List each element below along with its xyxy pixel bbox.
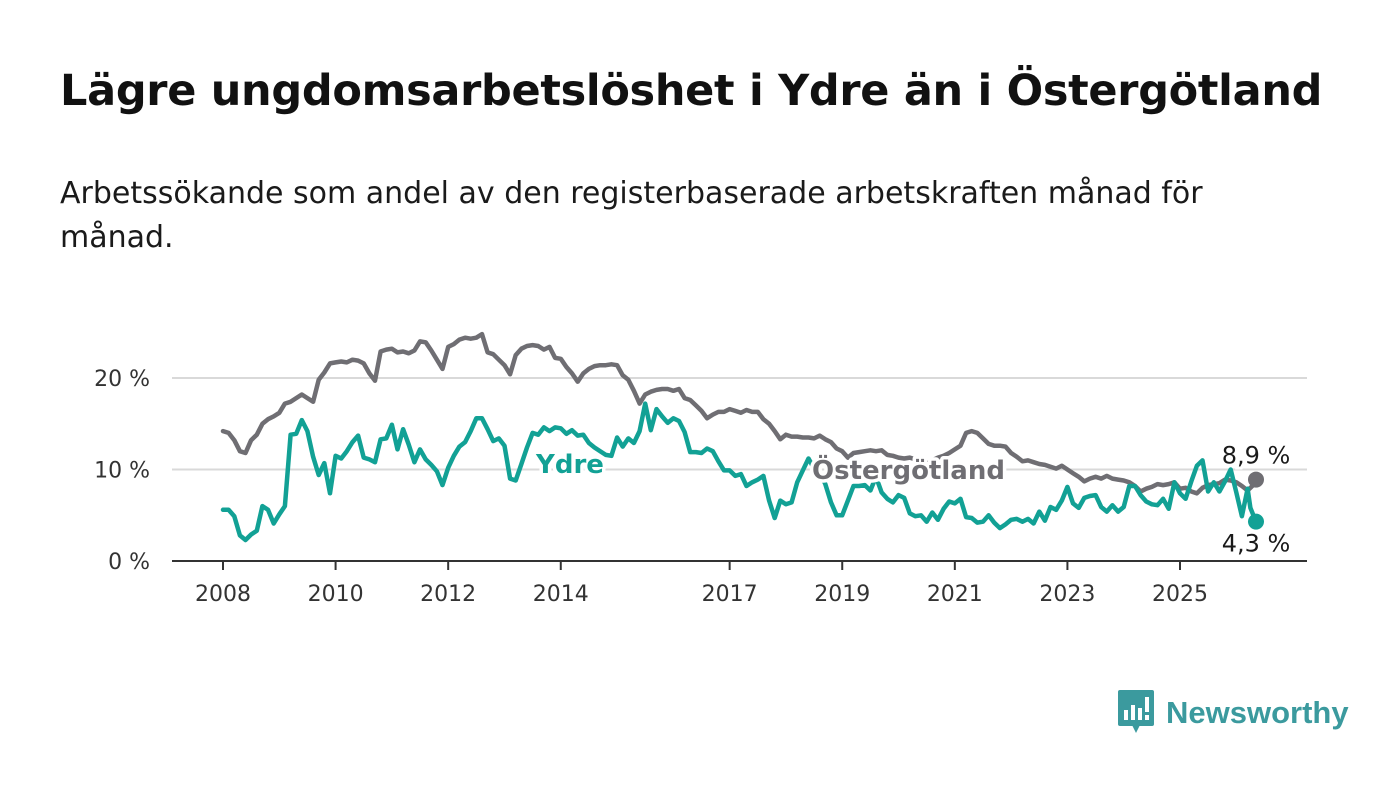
chart-title: Lägre ungdomsarbetslöshet i Ydre än i Ös…: [60, 66, 1323, 116]
x-tick-label: 2014: [533, 582, 589, 607]
x-tick-label: 2008: [195, 582, 251, 607]
end-label-ydre: 4,3 %: [1222, 530, 1291, 558]
y-tick-label: 20 %: [94, 367, 150, 392]
axes: 0 % 10 % 20 % 2008 2010 2012 2014 2017 2019 2021 2…: [94, 367, 1307, 607]
end-marker-ostergotland: [1248, 471, 1264, 488]
newsworthy-logo-icon: [1118, 690, 1154, 733]
series-label-ydre: Ydre: [535, 450, 604, 480]
x-tick-label: 2021: [927, 582, 983, 607]
series-lines: [220, 331, 1259, 543]
chart-subtitle: Arbetssökande som andel av den registerb…: [60, 176, 1203, 255]
brand-name: Newsworthy: [1166, 695, 1349, 730]
x-tick-label: 2012: [420, 582, 476, 607]
series-line-ostergotland: [220, 331, 1259, 496]
x-tick-label: 2019: [814, 582, 870, 607]
x-tick-label: 2010: [308, 582, 364, 607]
x-tick-label: 2023: [1039, 582, 1095, 607]
x-tick-label: 2025: [1152, 582, 1208, 607]
newsworthy-logo: Newsworthy: [1118, 690, 1349, 736]
labels: Östergötland Ydre 8,9 % 4,3 %: [532, 439, 1294, 561]
x-tick-label: 2017: [702, 582, 758, 607]
end-label-ostergotland: 8,9 %: [1222, 442, 1291, 470]
series-label-ostergotland: Östergötland: [812, 453, 1005, 486]
y-tick-label: 10 %: [94, 459, 150, 484]
end-marker-ydre: [1248, 513, 1264, 530]
series-line-ydre: [220, 401, 1259, 543]
grid-lines: [172, 377, 1307, 471]
y-tick-label: 0 %: [108, 550, 150, 575]
